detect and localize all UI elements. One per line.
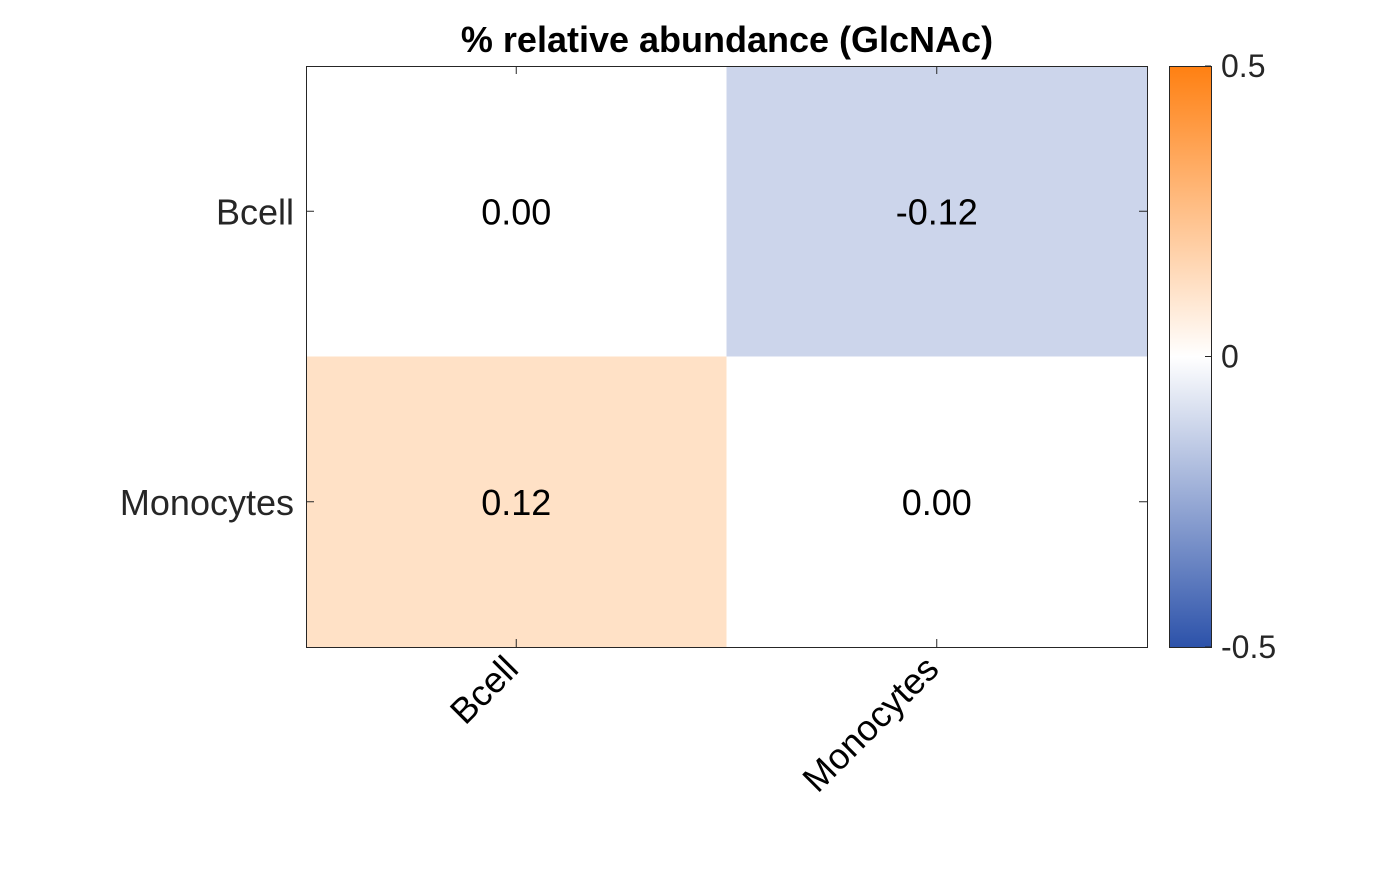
colorbar-tick-label: 0: [1221, 339, 1239, 375]
colorbar-gradient: [1169, 66, 1212, 648]
colorbar: 0.5 0 -0.5: [1169, 48, 1276, 665]
axis-ticks: [306, 66, 1147, 647]
y-axis-tick-labels: Bcell Monocytes: [120, 191, 294, 523]
cell-value-label: 0.00: [902, 482, 972, 523]
x-tick-label: Bcell: [442, 648, 526, 732]
x-axis-tick-labels: Bcell Monocytes: [442, 648, 947, 800]
colorbar-tick-label: 0.5: [1221, 48, 1265, 84]
cell-value-label: 0.00: [481, 191, 551, 232]
x-tick-label: Monocytes: [794, 648, 946, 800]
heatmap-cells: 0.00 -0.12 0.12 0.00: [306, 66, 1147, 647]
heatmap-cell: [306, 356, 727, 647]
chart-title: % relative abundance (GlcNAc): [461, 19, 993, 60]
heatmap-cell: [306, 66, 727, 357]
plot-frame: [306, 66, 1148, 648]
cell-value-label: -0.12: [896, 191, 978, 232]
cell-value-label: 0.12: [481, 482, 551, 523]
colorbar-tick-label: -0.5: [1221, 629, 1276, 665]
heatmap-cell: [726, 66, 1147, 357]
heatmap-cell: [726, 356, 1147, 647]
y-tick-label: Bcell: [216, 191, 294, 232]
y-tick-label: Monocytes: [120, 482, 294, 523]
